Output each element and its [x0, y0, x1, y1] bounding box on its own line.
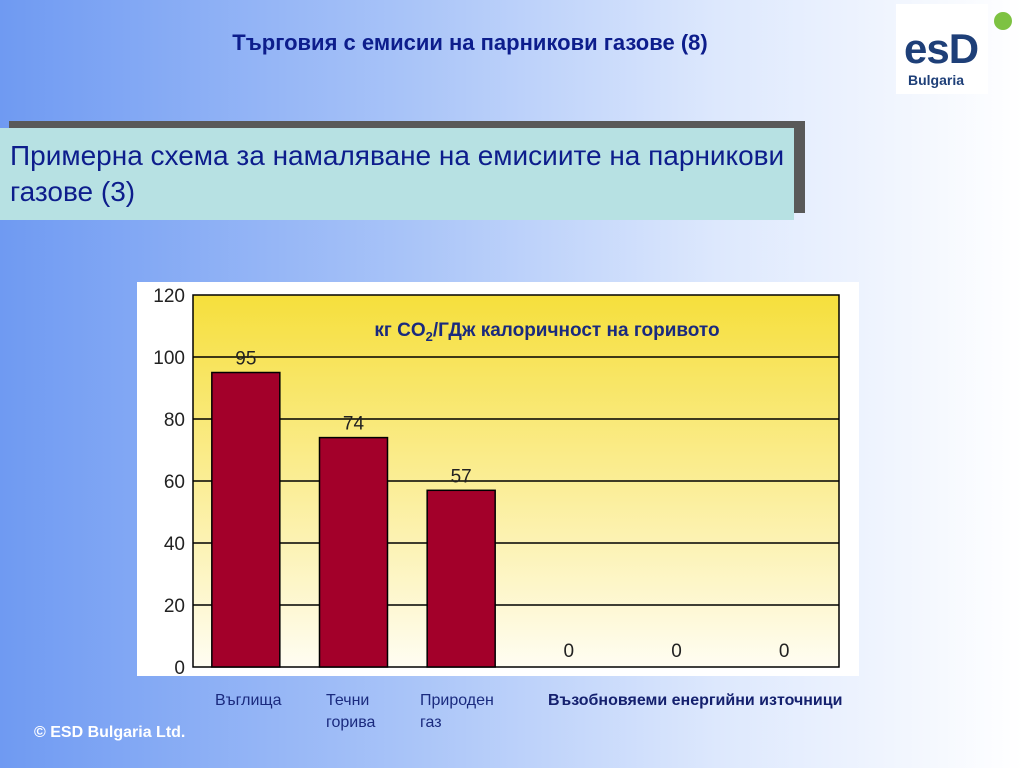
subtitle-box — [0, 128, 794, 220]
data-label-4: 0 — [671, 641, 682, 662]
ytick-label-0: 0 — [174, 658, 185, 676]
logo-green-dot — [994, 12, 1012, 30]
slide-subtitle: Примерна схема за намаляване на емисиите… — [10, 140, 785, 207]
chart-panel: 0 20 40 60 80 100 120 95 74 57 0 0 0 кг CO2/ГДж кал… — [137, 282, 859, 679]
chart-title-part2: /ГДж калоричност на горивото — [433, 320, 720, 341]
category-label-renewables: Възобновяеми енергийни източници — [548, 692, 843, 709]
copyright-text: © ESD Bulgaria Ltd. — [34, 724, 186, 741]
slide-title: Търговия с емисии на парникови газове (8… — [232, 30, 708, 55]
category-label-coal: Въглища — [215, 692, 282, 709]
data-label-0: 95 — [235, 349, 256, 370]
chart-title-part1: кг CO — [374, 320, 425, 341]
ytick-label-100: 100 — [153, 348, 185, 369]
data-label-1: 74 — [343, 414, 365, 435]
ytick-label-80: 80 — [164, 410, 185, 431]
bar-1 — [318, 436, 389, 668]
category-label-liquid-line1: Течни — [326, 692, 370, 709]
chart-title: кг CO2/ГДж калоричност на горивото — [374, 320, 719, 344]
data-label-3: 0 — [564, 641, 575, 662]
category-label-liquid: Течни горива — [326, 690, 375, 734]
bar-chart: 0 20 40 60 80 100 120 95 74 57 0 0 0 кг CO2/ГДж кал… — [153, 286, 840, 679]
logo-main-text: esD — [904, 25, 979, 72]
chart-title-subscript: 2 — [426, 329, 433, 344]
ytick-label-120: 120 — [153, 286, 185, 307]
bar-0 — [211, 371, 281, 668]
ytick-label-20: 20 — [164, 596, 185, 617]
logo-sub-text: Bulgaria — [908, 72, 965, 88]
category-label-gas-line2: газ — [420, 714, 442, 731]
category-label-gas: Природен газ — [420, 690, 494, 734]
ytick-label-60: 60 — [164, 472, 185, 493]
category-label-gas-line1: Природен — [420, 692, 494, 709]
data-label-2: 57 — [451, 466, 472, 487]
data-label-5: 0 — [779, 641, 790, 662]
bar-2 — [426, 489, 496, 668]
category-label-liquid-line2: горива — [326, 714, 376, 731]
esd-logo: esD Bulgaria — [896, 4, 1012, 94]
ytick-label-40: 40 — [164, 534, 185, 555]
